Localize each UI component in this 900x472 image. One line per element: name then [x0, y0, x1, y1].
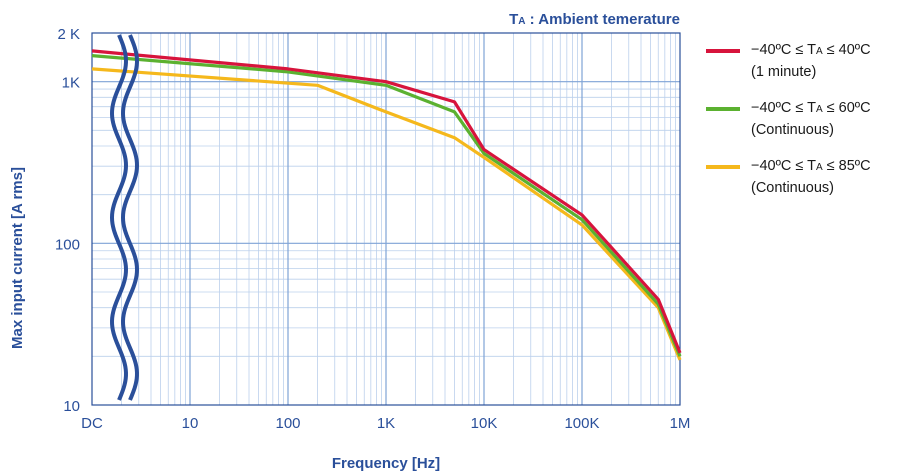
y-tick-label: 1K — [62, 75, 80, 92]
x-tick-label: DC — [81, 415, 103, 432]
plot-frame — [91, 32, 681, 406]
legend: −40ºC ≤ TA ≤ 40ºC (1 minute) −40ºC ≤ TA … — [706, 40, 900, 214]
legend-note: (1 minute) — [751, 64, 817, 80]
x-tick-label: 10 — [182, 415, 199, 432]
axis-break-line — [120, 34, 140, 401]
series-line-2 — [91, 54, 682, 357]
y-tick-label: 2 K — [57, 26, 80, 43]
ambient-temperature-note: TA : Ambient temerature — [509, 11, 680, 28]
legend-note: (Continuous) — [751, 180, 835, 196]
x-tick-label: 1M — [670, 415, 691, 432]
x-tick-label: 1K — [377, 415, 395, 432]
y-tick-label: 10 — [63, 398, 80, 415]
legend-item: −40ºC ≤ TA ≤ 60ºC (Continuous) — [706, 98, 900, 156]
legend-note: (Continuous) — [751, 122, 835, 138]
legend-swatch — [706, 49, 740, 53]
legend-range: −40ºC ≤ TA ≤ 60ºC — [751, 100, 871, 116]
axis-break-line — [109, 34, 129, 401]
y-tick-labels: 10 100 1K 2 K — [55, 26, 80, 415]
legend-swatch — [706, 165, 740, 169]
legend-label: −40ºC ≤ TA ≤ 40ºC (1 minute) — [751, 40, 871, 82]
legend-label: −40ºC ≤ TA ≤ 60ºC (Continuous) — [751, 98, 871, 140]
x-tick-label: 100K — [564, 415, 599, 432]
x-axis-title: Frequency [Hz] — [332, 455, 440, 472]
legend-range: −40ºC ≤ TA ≤ 85ºC — [751, 158, 871, 174]
axis-break — [109, 34, 140, 401]
series-line-1 — [91, 49, 682, 354]
legend-item: −40ºC ≤ TA ≤ 40ºC (1 minute) — [706, 40, 900, 98]
x-tick-label: 10K — [471, 415, 498, 432]
legend-swatch — [706, 107, 740, 111]
legend-label: −40ºC ≤ TA ≤ 85ºC (Continuous) — [751, 156, 871, 198]
y-tick-label: 100 — [55, 236, 80, 253]
x-tick-label: 100 — [275, 415, 300, 432]
series-line-3 — [91, 67, 682, 361]
legend-range: −40ºC ≤ TA ≤ 40ºC — [751, 42, 871, 58]
annotation-subscript: A — [518, 16, 525, 27]
annotation-prefix: T — [509, 11, 518, 28]
annotation-suffix: : Ambient temerature — [526, 11, 680, 28]
y-axis-title: Max input current [A rms] — [9, 167, 26, 349]
series-lines — [91, 49, 682, 361]
x-tick-labels: DC 10 100 1K 10K 100K 1M — [81, 415, 690, 432]
legend-item: −40ºC ≤ TA ≤ 85ºC (Continuous) — [706, 156, 900, 214]
